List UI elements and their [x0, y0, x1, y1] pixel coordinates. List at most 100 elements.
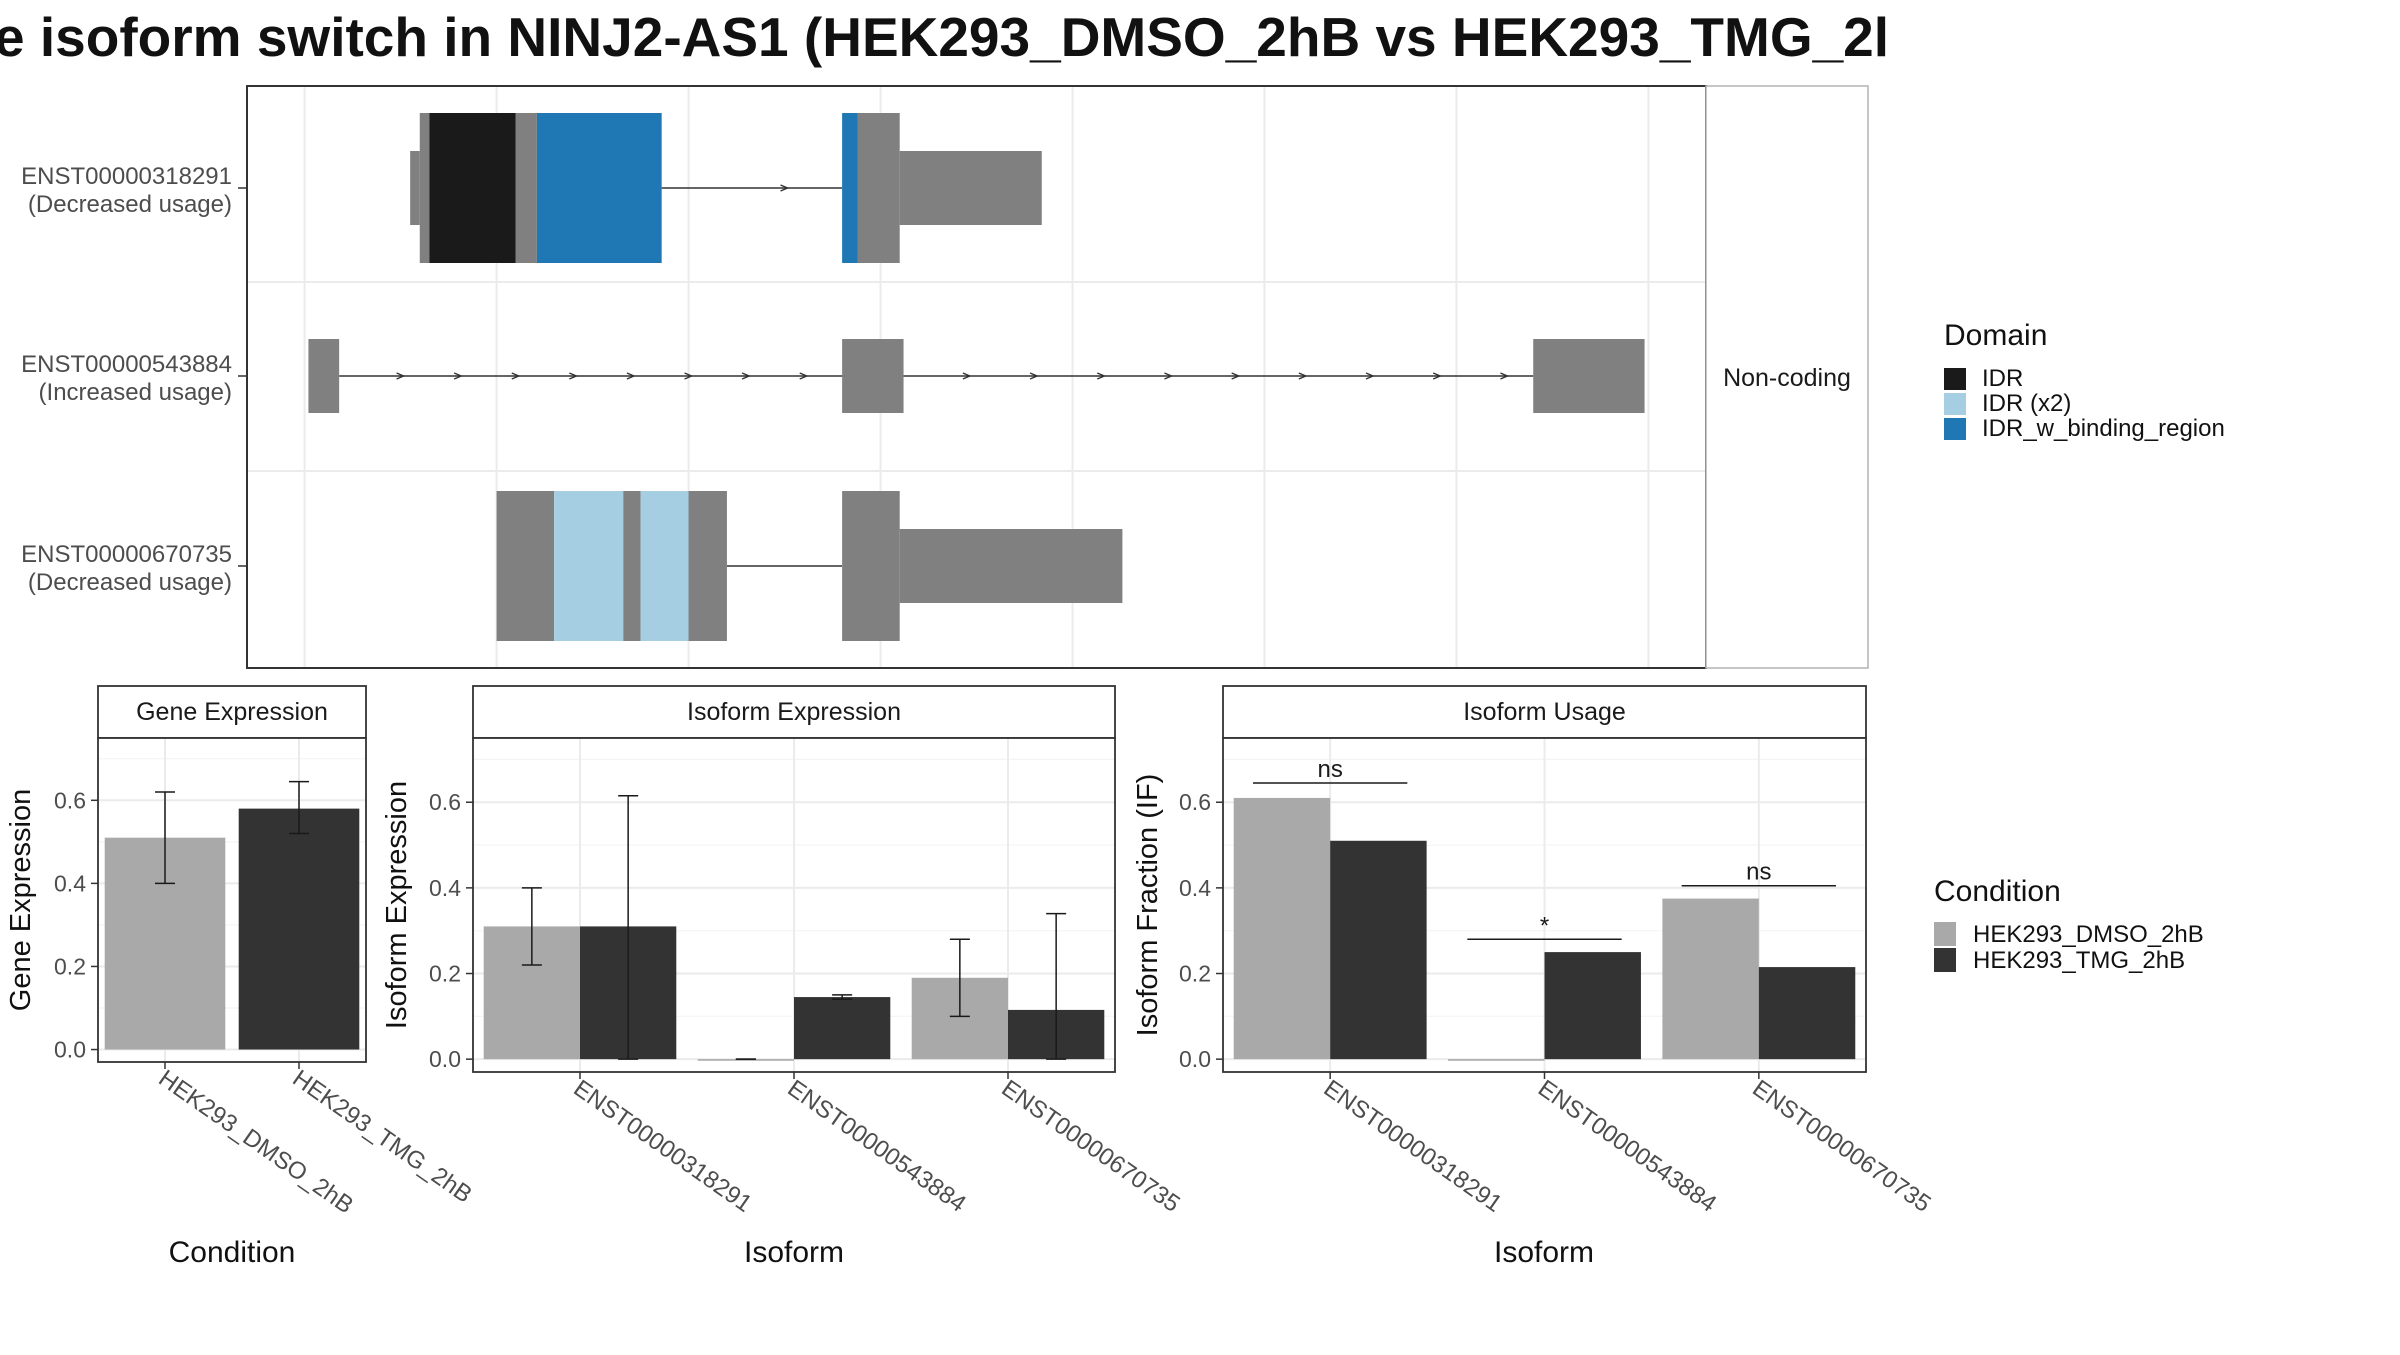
panel-isoform-expression: Isoform Expression 0.0 0.2 0.4 0.6 Isoform Ex… — [381, 685, 1185, 1269]
y-tick-label: 0.0 — [54, 1037, 86, 1063]
exon-block-exon_mid — [1533, 339, 1645, 413]
exon-block-exon_small — [899, 529, 1123, 603]
direction-arrow — [511, 372, 521, 380]
y-tick-label: 0.6 — [1179, 789, 1211, 815]
exon-block-exon_small — [899, 151, 1042, 225]
y-tick-label: 0.4 — [54, 870, 86, 896]
direction-arrow — [453, 372, 463, 380]
bar-HEK293_DMSO_2hB-ENST00000318291 — [1233, 797, 1331, 1060]
exon-block-exon — [419, 113, 430, 263]
direction-arrow — [962, 372, 972, 380]
direction-arrow — [1164, 372, 1174, 380]
exon-block-exon — [842, 491, 900, 641]
exon-block-idr — [429, 113, 516, 263]
y-tick-label: 0.4 — [429, 875, 461, 901]
strip-label-non-coding: Non-coding — [1723, 364, 1851, 392]
domain-legend-title: Domain — [1944, 319, 2047, 352]
exon-block-idr_w_binding_region — [842, 113, 858, 263]
exon-block-exon — [688, 491, 727, 641]
isoform-usage-label: (Decreased usage) — [28, 569, 232, 596]
bar-HEK293_TMG_2hB-ENST00000543884 — [794, 997, 891, 1060]
domain-legend-key — [1944, 393, 1966, 415]
significance-label: ns — [1317, 756, 1342, 783]
y-tick-label: 0.2 — [54, 953, 86, 979]
y-tick-label: 0.6 — [429, 789, 461, 815]
domain-legend-label: IDR (x2) — [1982, 390, 2071, 417]
figure-title: e isoform switch in NINJ2-AS1 (HEK293_DM… — [0, 6, 1889, 68]
direction-arrow — [1029, 372, 1039, 380]
bar-HEK293_TMG_2hB-ENST00000318291 — [1330, 840, 1427, 1060]
condition-legend-label: HEK293_TMG_2hB — [1973, 947, 2185, 974]
direction-arrow — [1432, 372, 1443, 380]
panel-strip-label: Isoform Expression — [687, 698, 901, 726]
exon-block-exon_mid — [842, 339, 904, 413]
direction-arrow — [799, 372, 809, 380]
isoform-label: ENST00000543884 — [21, 351, 232, 378]
isoform-row-ENST00000670735 — [496, 491, 1123, 641]
panel-strip — [97, 685, 367, 739]
domain-legend-key — [1944, 418, 1966, 440]
structure-strip — [1705, 85, 1869, 669]
exon-block-idr_x2 — [640, 491, 689, 641]
panel-strip-label: Gene Expression — [136, 698, 328, 726]
condition-legend-title: Condition — [1934, 875, 2061, 908]
y-tick-label: 0.4 — [1179, 875, 1211, 901]
x-axis-label: Isoform — [744, 1236, 844, 1269]
isoform-label: ENST00000318291 — [21, 163, 232, 190]
exon-block-exon — [623, 491, 641, 641]
exon-block-exon — [496, 491, 555, 641]
y-axis-label: Gene Expression — [5, 789, 37, 1011]
direction-arrow — [626, 372, 636, 380]
domain-legend-label: IDR_w_binding_region — [1982, 415, 2225, 442]
direction-arrow — [569, 372, 579, 380]
y-tick-label: 0.0 — [429, 1046, 461, 1072]
direction-arrow — [1097, 372, 1107, 380]
direction-arrow — [1298, 372, 1308, 380]
domain-legend-label: IDR — [1982, 365, 2023, 392]
exon-block-exon — [857, 113, 900, 263]
bar-HEK293_DMSO_2hB-ENST00000670735 — [1662, 898, 1759, 1060]
panel-strip — [1222, 685, 1867, 739]
bar-HEK293_TMG_2hB — [238, 808, 360, 1050]
direction-arrow — [741, 372, 751, 380]
condition-legend-label: HEK293_DMSO_2hB — [1973, 921, 2204, 948]
direction-arrow — [396, 372, 406, 380]
bar-HEK293_TMG_2hB-ENST00000543884 — [1544, 952, 1641, 1060]
y-tick-label: 0.0 — [1179, 1046, 1211, 1072]
isoform-usage-label: (Increased usage) — [39, 379, 232, 406]
direction-arrow — [684, 372, 694, 380]
condition-legend-key — [1934, 948, 1956, 972]
isoform-structure-panel: ENST00000318291(Decreased usage)ENST0000… — [21, 85, 1869, 669]
exon-block-exon_small — [410, 151, 420, 225]
direction-arrow — [1231, 372, 1241, 380]
isoform-usage-label: (Decreased usage) — [28, 191, 232, 218]
bar-HEK293_DMSO_2hB-ENST00000543884 — [1448, 1059, 1545, 1061]
isoform-label: ENST00000670735 — [21, 541, 232, 568]
direction-arrow — [780, 184, 790, 192]
isoform-row-ENST00000543884 — [308, 339, 1645, 413]
y-axis-label: Isoform Expression — [381, 781, 413, 1029]
bar-HEK293_DMSO_2hB-ENST00000543884 — [697, 1059, 794, 1061]
exon-block-idr_x2 — [554, 491, 624, 641]
x-axis-label: Isoform — [1494, 1236, 1594, 1269]
y-axis-label: Isoform Fraction (IF) — [1132, 774, 1164, 1037]
exon-block-exon_mid — [308, 339, 340, 413]
significance-label: * — [1540, 912, 1549, 939]
condition-legend-key — [1934, 922, 1956, 946]
direction-arrow — [1365, 372, 1375, 380]
domain-legend-key — [1944, 368, 1966, 390]
y-tick-label: 0.2 — [429, 961, 461, 987]
panel-strip-label: Isoform Usage — [1463, 698, 1626, 726]
panel-border — [97, 737, 367, 1063]
exon-block-idr_w_binding_region — [536, 113, 662, 263]
x-axis-label: Condition — [169, 1236, 296, 1269]
isoform-row-ENST00000318291 — [410, 113, 1042, 263]
bar-HEK293_TMG_2hB-ENST00000670735 — [1758, 967, 1856, 1060]
exon-block-exon — [515, 113, 537, 263]
direction-arrow — [1500, 372, 1510, 380]
y-tick-label: 0.2 — [1179, 961, 1211, 987]
significance-label: ns — [1746, 859, 1771, 886]
